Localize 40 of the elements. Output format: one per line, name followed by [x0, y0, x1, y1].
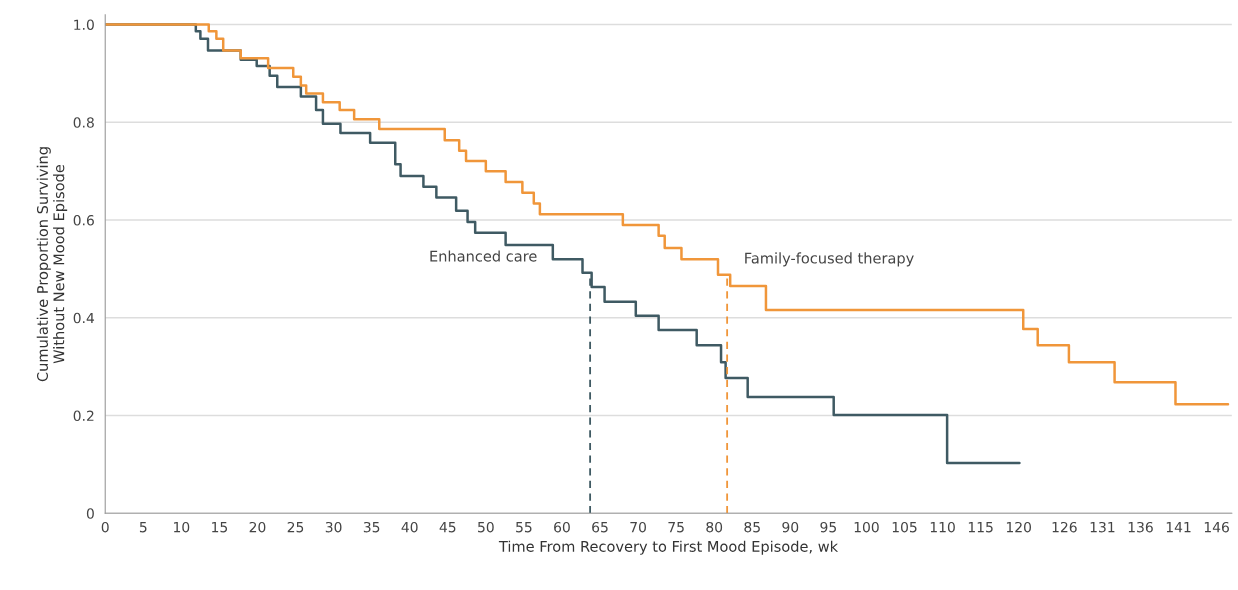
- x-tick-label: 0: [101, 521, 109, 533]
- x-tick-label: 120: [1006, 521, 1032, 533]
- x-tick-label: 55: [516, 522, 532, 533]
- y-tick-label: 0.6: [73, 215, 94, 226]
- y-tick-label: 0.8: [73, 117, 94, 128]
- x-tick-label: 45: [439, 522, 456, 533]
- x-tick-label: 131: [1090, 521, 1115, 533]
- x-tick-label: 65: [592, 521, 608, 533]
- x-tick-label: 90: [782, 521, 799, 533]
- x-tick-label: 15: [212, 522, 228, 533]
- x-tick-label: 5: [139, 522, 147, 533]
- x-tick-label: 80: [706, 521, 723, 533]
- x-tick-label: 105: [892, 521, 917, 533]
- x-tick-label: 70: [630, 521, 646, 533]
- series-label: Enhanced care: [430, 250, 537, 262]
- x-tick-label: 115: [968, 522, 993, 533]
- x-tick-label: 110: [930, 521, 955, 533]
- x-tick-label: 141: [1166, 522, 1191, 533]
- x-tick-label: 75: [668, 522, 684, 533]
- x-tick-label: 85: [744, 521, 760, 533]
- y-axis-title: Cumulative Proportion Surviving Without New Mood Episode: [36, 147, 68, 382]
- x-tick-label: 126: [1052, 521, 1077, 533]
- x-tick-label: 40: [401, 521, 418, 533]
- x-tick-label: 136: [1128, 521, 1153, 533]
- x-tick-label: 25: [287, 521, 304, 533]
- series-label: Family-focused therapy: [745, 252, 914, 267]
- x-tick-label: 30: [325, 521, 342, 533]
- x-tick-label: 20: [249, 521, 266, 533]
- y-tick-label: 0.2: [73, 410, 94, 422]
- x-tick-label: 95: [820, 521, 836, 533]
- x-tick-label: 10: [174, 521, 190, 533]
- y-tick-label: 0: [86, 508, 94, 519]
- y-tick-label: 1.0: [74, 19, 94, 30]
- x-tick-label: 35: [363, 521, 380, 533]
- x-axis-title: Time From Recovery to First Mood Episode, wk: [498, 540, 839, 555]
- x-tick-label: 60: [554, 521, 570, 533]
- y-tick-label: 0.4: [73, 312, 95, 324]
- x-tick-label: 50: [478, 521, 494, 533]
- x-tick-label: 146: [1204, 521, 1229, 533]
- x-tick-label: 100: [854, 521, 879, 533]
